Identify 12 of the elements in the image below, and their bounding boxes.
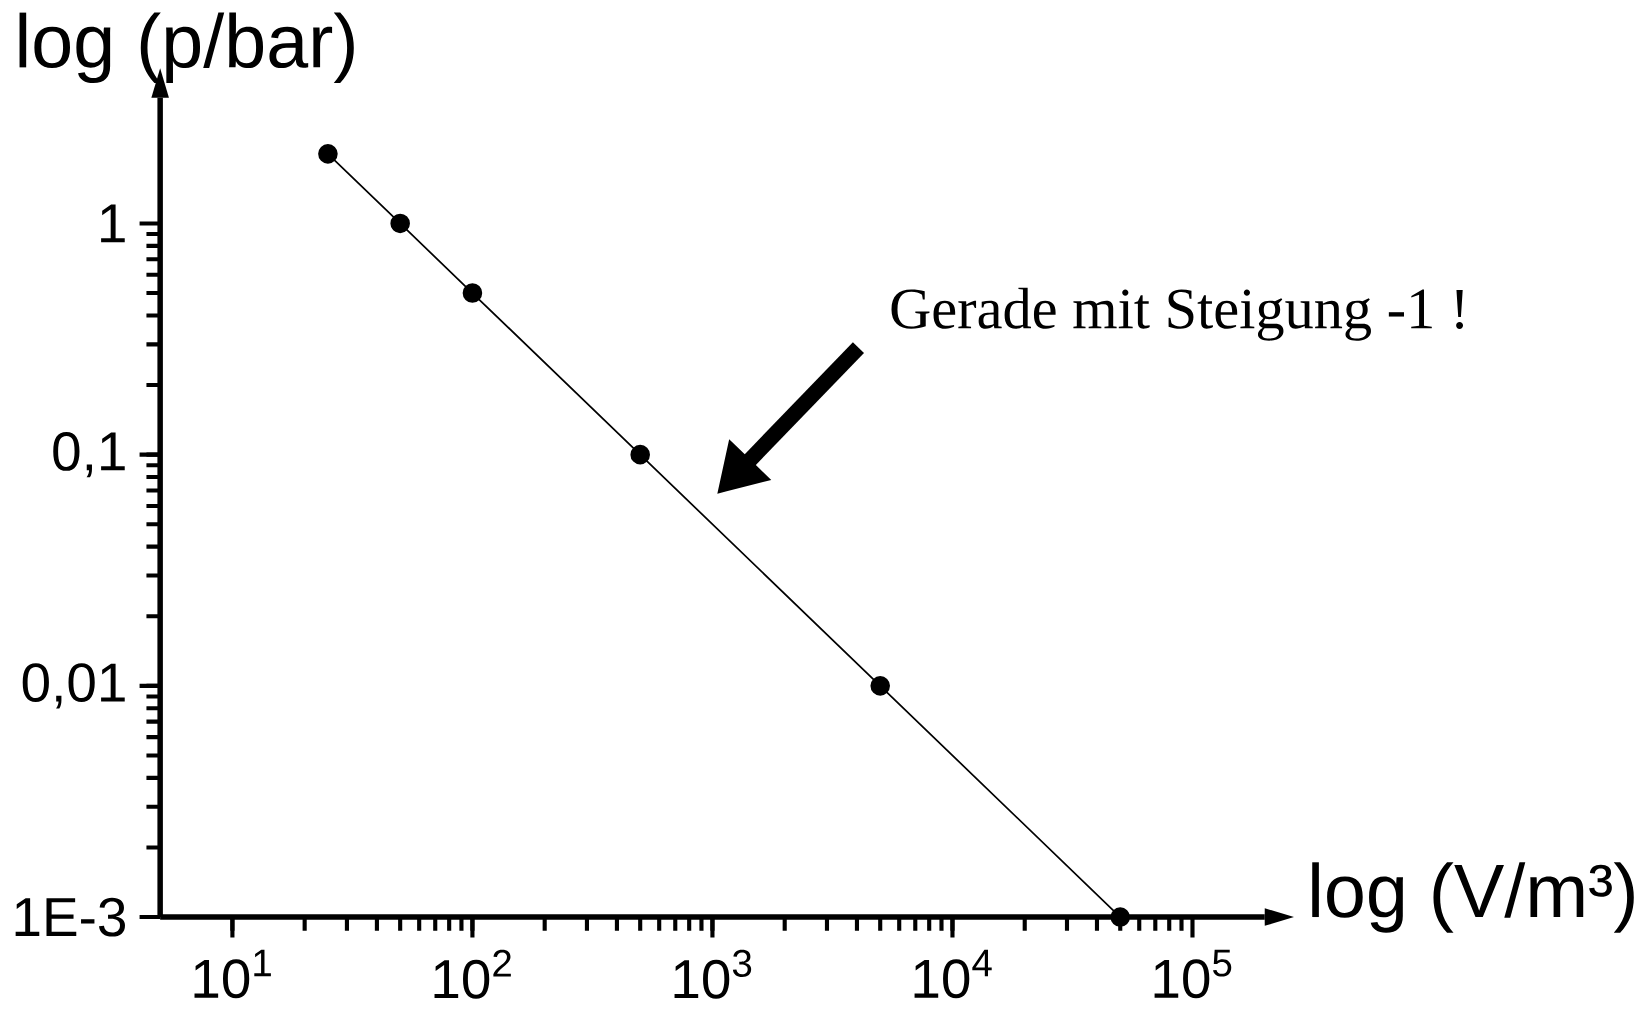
x-tick-label: 10$^{1}$: [194, 949, 271, 999]
x-axis-title: log (V/m³): [1312, 862, 1634, 933]
x-tick-label: 10$^{2}$: [434, 949, 511, 999]
y-tick-label: 0,01: [22, 663, 125, 709]
y-tick-label: 1: [101, 204, 125, 243]
y-axis-title: log (p/bar): [19, 12, 354, 83]
x-tick-label: 10$^{4}$: [914, 949, 992, 999]
annotation: Gerade mit Steigung -1 !: [891, 287, 1464, 341]
y-tick-label: 1E-3: [15, 897, 125, 937]
y-tick-label: 0,1: [53, 431, 125, 478]
x-tick-label: 10$^{5}$: [1154, 949, 1232, 999]
x-tick-label: 10$^{3}$: [674, 949, 752, 999]
